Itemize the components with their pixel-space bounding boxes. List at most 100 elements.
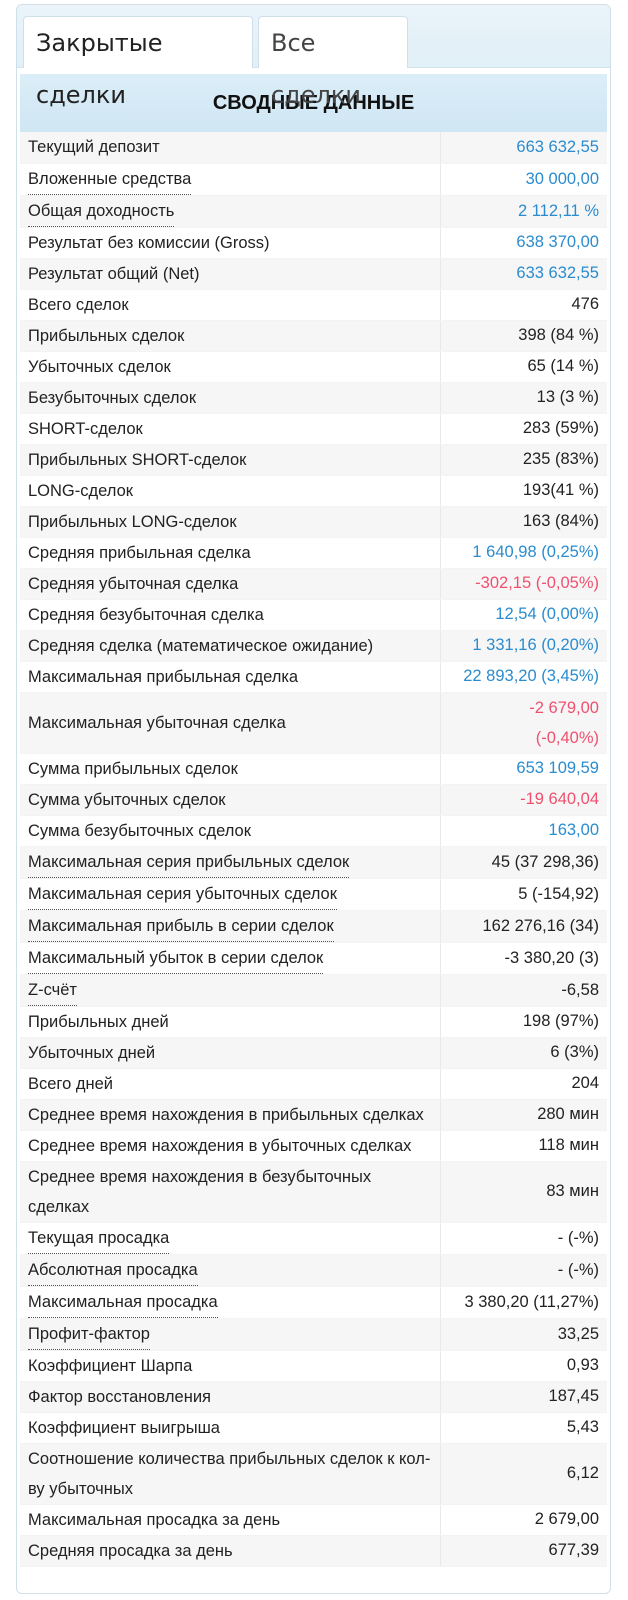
table-row: Профит-фактор 33,25 bbox=[20, 1318, 607, 1351]
row-label-cell: Максимальная просадка bbox=[20, 1286, 441, 1319]
tab-all-deals[interactable]: Все сделки bbox=[258, 16, 408, 109]
row-label-tooltip[interactable]: Максимальная просадка bbox=[28, 1287, 218, 1318]
row-label-cell: Прибыльных сделок bbox=[20, 320, 441, 352]
row-label-tooltip[interactable]: Вложенные средства bbox=[28, 164, 192, 195]
row-value: 3 380,20 (11,27%) bbox=[464, 1292, 599, 1311]
row-label-tooltip[interactable]: Максимальная серия убыточных сделок bbox=[28, 879, 337, 910]
row-label-tooltip[interactable]: Профит-фактор bbox=[28, 1319, 150, 1350]
table-row: Соотношение количества прибыльных сделок… bbox=[20, 1443, 607, 1505]
row-label: Фактор восстановления bbox=[28, 1387, 211, 1406]
table-row: Вложенные средства 30 000,00 bbox=[20, 163, 607, 196]
row-value: 204 bbox=[571, 1074, 599, 1092]
row-value: 638 370,00 bbox=[516, 233, 599, 251]
row-label: Средняя просадка за день bbox=[28, 1541, 233, 1560]
row-label-cell: Профит-фактор bbox=[20, 1318, 441, 1351]
row-label-tooltip[interactable]: Z-счёт bbox=[28, 975, 77, 1006]
row-label-tooltip[interactable]: Общая доходность bbox=[28, 196, 175, 227]
row-value: -302,15 (-0,05%) bbox=[475, 574, 599, 592]
row-value-cell: 204 bbox=[440, 1068, 607, 1100]
row-label-cell: Всего сделок bbox=[20, 289, 441, 321]
row-value: 677,39 bbox=[548, 1541, 599, 1559]
row-value: 5,43 bbox=[566, 1418, 599, 1436]
row-value-cell: 6,12 bbox=[440, 1443, 607, 1505]
row-label-tooltip[interactable]: Максимальный убыток в серии сделок bbox=[28, 943, 324, 974]
row-label-cell: Максимальная убыточная сделка bbox=[20, 692, 441, 754]
row-value: 6,12 bbox=[566, 1464, 599, 1482]
row-value: 162 276,16 (34) bbox=[482, 916, 599, 935]
row-value: 398 (84 %) bbox=[518, 326, 599, 344]
row-value-percent: (-0,40%) bbox=[535, 728, 599, 747]
table-row: Текущий депозит 663 632,55 bbox=[20, 132, 607, 164]
row-value-cell: -6,58 bbox=[440, 974, 607, 1007]
row-value: 663 632,55 bbox=[516, 137, 599, 156]
row-label-tooltip[interactable]: Абсолютная просадка bbox=[28, 1255, 198, 1286]
table-row: Убыточных сделок 65 (14 %) bbox=[20, 351, 607, 383]
row-label: Сумма прибыльных сделок bbox=[28, 759, 238, 778]
row-label-cell: Текущая просадка bbox=[20, 1222, 441, 1255]
row-value-cell: 83 мин bbox=[440, 1161, 607, 1223]
row-value-cell: 193(41 %) bbox=[440, 475, 607, 507]
row-value: 653 109,59 bbox=[516, 759, 599, 777]
row-value-cell: 2 679,00 bbox=[440, 1504, 607, 1536]
row-label-tooltip[interactable]: Максимальная серия прибыльных сделок bbox=[28, 847, 350, 878]
row-label-cell: Сумма прибыльных сделок bbox=[20, 753, 441, 785]
row-value-cell: 235 (83%) bbox=[440, 444, 607, 476]
row-label-cell: Средняя безубыточная сделка bbox=[20, 599, 441, 631]
row-label-cell: Безубыточных сделок bbox=[20, 382, 441, 414]
row-label-cell: Сумма безубыточных сделок bbox=[20, 815, 441, 847]
row-label-tooltip[interactable]: Максимальная прибыль в серии сделок bbox=[28, 911, 334, 942]
row-label-tooltip[interactable]: Текущая просадка bbox=[28, 1223, 170, 1254]
row-label-cell: Текущий депозит bbox=[20, 132, 441, 164]
row-label-cell: Средняя сделка (математическое ожидание) bbox=[20, 630, 441, 662]
table-row: Максимальный убыток в серии сделок -3 380… bbox=[20, 942, 607, 975]
row-label-cell: Убыточных дней bbox=[20, 1037, 441, 1069]
row-label: SHORT-сделок bbox=[28, 419, 143, 438]
table-row: Средняя прибыльная сделка 1 640,98 (0,25%… bbox=[20, 537, 607, 569]
row-value: 33,25 bbox=[557, 1324, 599, 1343]
row-label: Прибыльных сделок bbox=[28, 326, 185, 345]
row-label-cell: Коэффициент Шарпа bbox=[20, 1350, 441, 1382]
row-value-cell: 163 (84%) bbox=[440, 506, 607, 538]
tab-closed-deals[interactable]: Закрытые сделки bbox=[23, 16, 253, 109]
row-label: Среднее время нахождения в убыточных сде… bbox=[28, 1136, 412, 1155]
row-value-cell: 283 (59%) bbox=[440, 413, 607, 445]
row-value: -3 380,20 (3) bbox=[504, 948, 599, 967]
table-row: Всего сделок 476 bbox=[20, 289, 607, 321]
table-row: Среднее время нахождения в убыточных сде… bbox=[20, 1130, 607, 1162]
table-row: Максимальная серия прибыльных сделок 45 (… bbox=[20, 846, 607, 879]
table-row: Максимальная прибыльная сделка 22 893,20 … bbox=[20, 661, 607, 693]
row-value: 0,93 bbox=[566, 1356, 599, 1374]
row-value-cell: 663 632,55 bbox=[440, 132, 607, 164]
row-label: Средняя сделка (математическое ожидание) bbox=[28, 636, 374, 655]
row-value-cell: 5 (-154,92) bbox=[440, 878, 607, 911]
row-label-cell: Среднее время нахождения в безубыточных … bbox=[20, 1161, 441, 1223]
row-value: 2 112,11 % bbox=[517, 201, 599, 220]
row-value: 2 679,00 bbox=[534, 1510, 599, 1528]
table-row: Текущая просадка - (-%) bbox=[20, 1222, 607, 1255]
row-label: Коэффициент выигрыша bbox=[28, 1418, 220, 1437]
row-value-cell: 398 (84 %) bbox=[440, 320, 607, 352]
table-row: Общая доходность 2 112,11 % bbox=[20, 195, 607, 228]
table-row: Максимальная серия убыточных сделок 5 (-1… bbox=[20, 878, 607, 911]
row-value: 280 мин bbox=[537, 1105, 599, 1123]
table-row: Средняя безубыточная сделка 12,54 (0,00%) bbox=[20, 599, 607, 631]
row-value-cell: -302,15 (-0,05%) bbox=[440, 568, 607, 600]
table-row: Сумма прибыльных сделок 653 109,59 bbox=[20, 753, 607, 785]
row-label: Сумма убыточных сделок bbox=[28, 790, 226, 809]
row-value: 1 640,98 (0,25%) bbox=[472, 543, 599, 561]
row-label: Прибыльных LONG-сделок bbox=[28, 512, 237, 531]
row-value-cell: 12,54 (0,00%) bbox=[440, 599, 607, 631]
table-row: Максимальная прибыль в серии сделок 162 2… bbox=[20, 910, 607, 943]
row-value-cell: 1 640,98 (0,25%) bbox=[440, 537, 607, 569]
table-row: Z-счёт -6,58 bbox=[20, 974, 607, 1007]
table-row: Результат общий (Net) 633 632,55 bbox=[20, 258, 607, 290]
table-row: Средняя убыточная сделка -302,15 (-0,05%) bbox=[20, 568, 607, 600]
table-row: Максимальная убыточная сделка -2 679,00 (-… bbox=[20, 692, 607, 754]
row-value: 235 (83%) bbox=[522, 450, 599, 468]
row-value: 65 (14 %) bbox=[527, 357, 599, 375]
row-value-cell: 163,00 bbox=[440, 815, 607, 847]
row-value: 633 632,55 bbox=[516, 264, 599, 282]
row-label: Средняя прибыльная сделка bbox=[28, 543, 251, 562]
row-label: LONG-сделок bbox=[28, 481, 133, 500]
row-value-cell: 2 112,11 % bbox=[440, 195, 607, 228]
